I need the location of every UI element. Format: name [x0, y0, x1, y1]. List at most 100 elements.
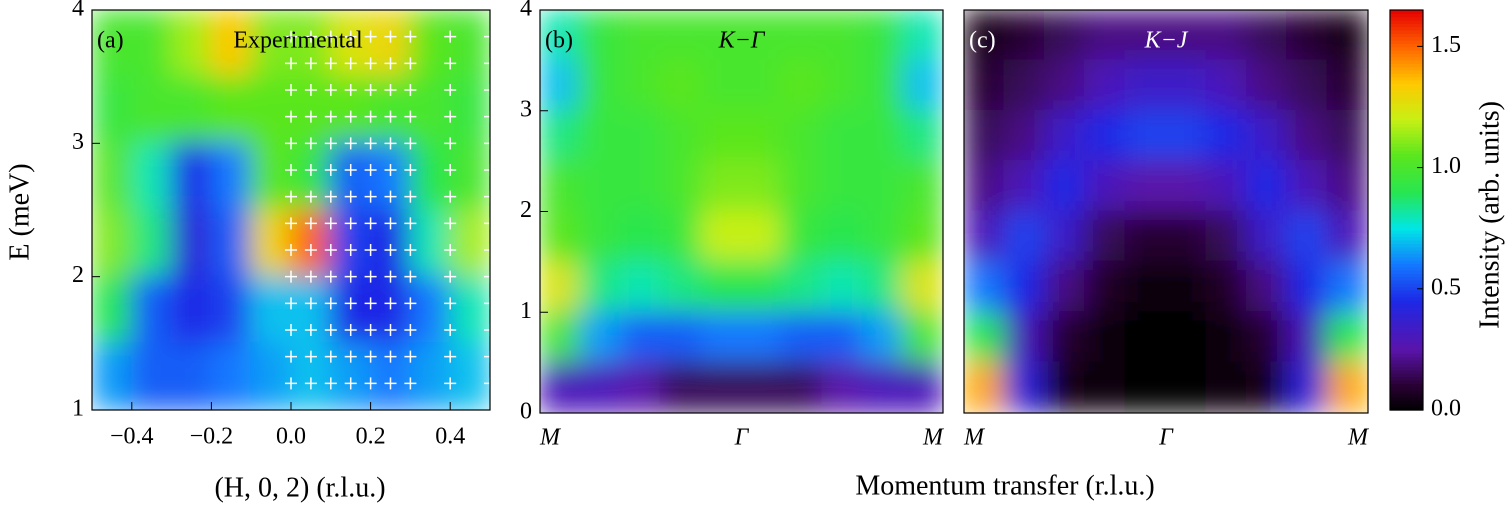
colorbar-swatch	[1390, 213, 1423, 218]
heatmap-cell	[130, 75, 173, 145]
measured-point	[324, 137, 337, 150]
colorbar-swatch	[1390, 170, 1423, 174]
heatmap-cell	[1245, 361, 1289, 413]
heatmap-cell	[700, 260, 743, 314]
heatmap-cell	[619, 210, 662, 263]
heatmap	[964, 10, 1368, 413]
measured-point	[364, 297, 377, 310]
colorbar-swatch	[1390, 310, 1423, 314]
colorbar-swatch	[1390, 66, 1423, 71]
measured-point	[304, 57, 317, 70]
heatmap-cell	[409, 142, 452, 211]
measured-point	[444, 30, 457, 43]
heatmap-cell	[821, 311, 864, 364]
measured-point	[344, 217, 357, 230]
heatmap-cell	[1245, 160, 1289, 213]
heatmap-cell	[1124, 59, 1167, 112]
heatmap-cell	[700, 59, 743, 112]
colorbar-swatch	[1390, 13, 1423, 18]
measured-point	[404, 377, 417, 390]
heatmap-cell	[964, 311, 1006, 364]
heatmap-cell	[1084, 361, 1127, 413]
colorbar-swatch	[1390, 186, 1423, 191]
colorbar-swatch	[1390, 220, 1423, 224]
colorbar-swatch	[1390, 80, 1423, 84]
measured-point	[324, 377, 337, 390]
heatmap-cell	[170, 275, 213, 345]
heatmap-cell	[1326, 109, 1368, 163]
heatmap-cell	[740, 361, 783, 413]
measured-point	[484, 377, 490, 390]
heatmap-cell	[1124, 10, 1167, 62]
measured-point	[344, 57, 357, 70]
y-tick-label: 4	[520, 0, 532, 22]
measured-point	[344, 244, 357, 256]
colorbar-swatch	[1390, 293, 1423, 298]
heatmap-cell	[1084, 109, 1127, 163]
colorbar-swatch	[1390, 20, 1423, 24]
colorbar-swatch	[1390, 36, 1423, 41]
heatmap-cell	[1124, 210, 1167, 263]
measured-point	[285, 270, 297, 283]
colorbar-swatch	[1390, 366, 1423, 371]
measured-point	[404, 270, 417, 283]
measured-point	[404, 217, 417, 230]
colorbar-swatch	[1390, 353, 1423, 358]
measured-point	[304, 84, 317, 96]
heatmap-cell	[740, 260, 783, 314]
colorbar-swatch	[1390, 90, 1423, 94]
measured-point	[404, 137, 417, 150]
colorbar-swatch	[1390, 150, 1423, 154]
colorbar-swatch	[1390, 323, 1423, 328]
colorbar-swatch	[1390, 173, 1423, 178]
heatmap-cell	[1124, 311, 1167, 364]
colorbar-swatch	[1390, 306, 1423, 311]
heatmap-cell	[780, 59, 824, 112]
colorbar-tick-label: 1.0	[1431, 153, 1461, 179]
measured-point	[324, 244, 337, 256]
colorbar-swatch	[1390, 103, 1423, 108]
heatmap-cell	[130, 342, 173, 410]
colorbar-swatch	[1390, 23, 1423, 28]
y-tick-label: 3	[72, 129, 84, 155]
heatmap-cell	[1245, 210, 1289, 263]
panel-title: Experimental	[233, 28, 363, 54]
heatmap-cell	[619, 10, 662, 62]
colorbar-swatch	[1390, 370, 1423, 374]
colorbar-swatch	[1390, 153, 1423, 158]
heatmap-cell	[1124, 160, 1167, 213]
colorbar-swatch	[1390, 400, 1423, 404]
heatmap-cell	[449, 275, 490, 345]
measured-point	[404, 297, 417, 310]
heatmap-cell	[210, 275, 253, 345]
heatmap-cell	[1165, 311, 1208, 364]
colorbar-swatch	[1390, 320, 1423, 324]
measured-point	[285, 244, 297, 256]
heatmap-cell	[1165, 361, 1208, 413]
heatmap-cell	[821, 210, 864, 263]
heatmap-cell	[1205, 109, 1248, 163]
y-tick-label: 2	[72, 262, 84, 288]
heatmap-cell	[780, 109, 824, 163]
heatmap-cell	[170, 142, 213, 211]
heatmap-cell	[780, 260, 824, 314]
measured-point	[364, 190, 377, 203]
heatmap-cell	[210, 342, 253, 410]
heatmap-cell	[619, 260, 662, 314]
heatmap-cell	[861, 210, 904, 263]
heatmap-cell	[1043, 210, 1087, 263]
heatmap-cell	[619, 160, 662, 213]
heatmap-cell	[619, 59, 662, 112]
measured-point	[344, 324, 357, 336]
heatmap-cell	[821, 361, 864, 413]
colorbar-swatch	[1390, 280, 1423, 284]
measured-point	[384, 244, 397, 256]
measured-point	[444, 190, 457, 203]
measured-point	[444, 350, 457, 363]
colorbar-swatch	[1390, 30, 1423, 34]
measured-point	[444, 297, 457, 310]
measured-point	[404, 350, 417, 363]
measured-point	[304, 270, 317, 283]
heatmap-cell	[579, 160, 622, 213]
colorbar-swatch	[1390, 180, 1423, 184]
